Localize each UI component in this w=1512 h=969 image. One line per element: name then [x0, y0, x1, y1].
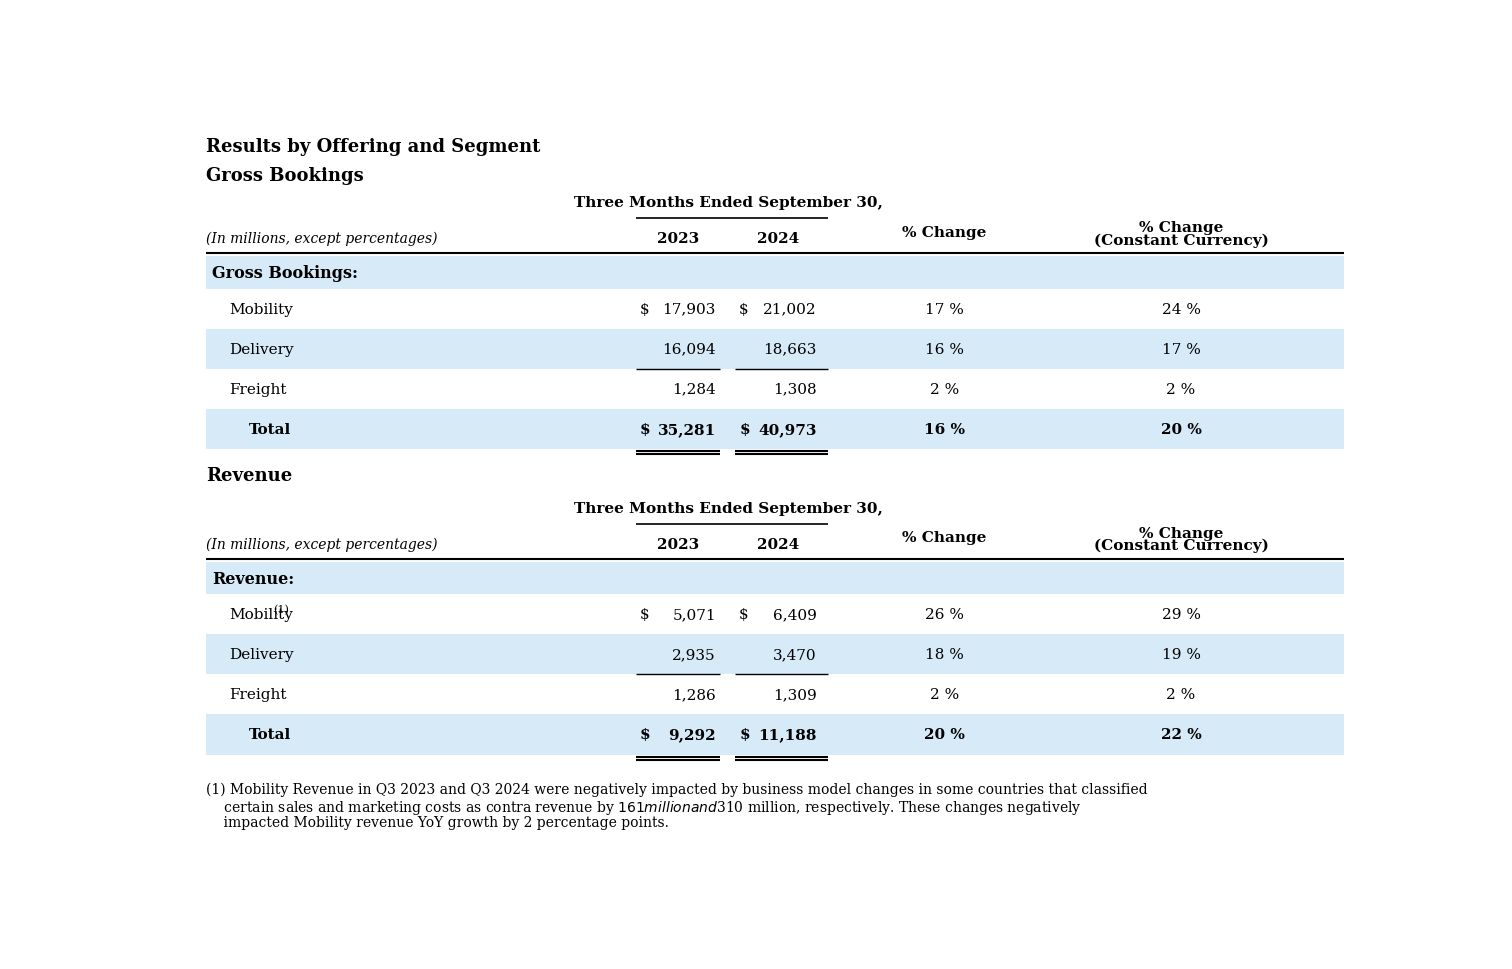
Text: % Change: % Change [1139, 526, 1223, 540]
Text: 26 %: 26 % [925, 608, 965, 622]
Text: $: $ [640, 608, 650, 622]
Text: Freight: Freight [230, 688, 287, 702]
Text: Delivery: Delivery [230, 342, 293, 357]
Bar [206, 409, 1344, 450]
Bar [206, 290, 1344, 329]
Text: 29 %: 29 % [1161, 608, 1201, 622]
Text: (In millions, except percentages): (In millions, except percentages) [206, 537, 437, 551]
Text: Freight: Freight [230, 383, 287, 396]
Text: $: $ [640, 302, 650, 316]
Text: % Change: % Change [903, 226, 987, 239]
Text: 1,286: 1,286 [673, 688, 717, 702]
Text: Delivery: Delivery [230, 647, 293, 662]
Bar [206, 715, 1344, 755]
Text: Revenue: Revenue [206, 466, 292, 484]
Text: 11,188: 11,188 [758, 728, 816, 741]
Text: (Constant Currency): (Constant Currency) [1093, 539, 1269, 552]
Bar [206, 369, 1344, 409]
Text: (In millions, except percentages): (In millions, except percentages) [206, 232, 437, 246]
Text: 1,309: 1,309 [773, 688, 816, 702]
Text: 20 %: 20 % [924, 728, 965, 741]
Text: 35,281: 35,281 [658, 422, 717, 436]
Text: $: $ [640, 422, 650, 436]
Text: 2023: 2023 [656, 537, 699, 551]
Text: Total: Total [248, 422, 290, 436]
Text: Results by Offering and Segment: Results by Offering and Segment [206, 138, 540, 156]
Text: 18,663: 18,663 [764, 342, 816, 357]
Text: 2 %: 2 % [1166, 688, 1196, 702]
Text: 5,071: 5,071 [673, 608, 717, 622]
Text: 3,470: 3,470 [773, 647, 816, 662]
Text: % Change: % Change [1139, 221, 1223, 234]
Bar [206, 329, 1344, 369]
Text: Mobility: Mobility [230, 608, 293, 622]
Text: 17 %: 17 % [1161, 342, 1201, 357]
Text: 16 %: 16 % [924, 422, 965, 436]
Bar [206, 562, 1344, 595]
Text: 9,292: 9,292 [668, 728, 717, 741]
Text: $: $ [739, 608, 748, 622]
Text: (1) Mobility Revenue in Q3 2023 and Q3 2024 were negatively impacted by business: (1) Mobility Revenue in Q3 2023 and Q3 2… [206, 782, 1148, 796]
Text: 2 %: 2 % [930, 383, 959, 396]
Text: 6,409: 6,409 [773, 608, 816, 622]
Text: $: $ [640, 728, 650, 741]
Text: $: $ [739, 728, 750, 741]
Text: 1,308: 1,308 [773, 383, 816, 396]
Text: Mobility: Mobility [230, 302, 293, 316]
Text: Three Months Ended September 30,: Three Months Ended September 30, [575, 196, 883, 210]
Text: $: $ [739, 302, 748, 316]
Text: 17 %: 17 % [925, 302, 965, 316]
Text: 2024: 2024 [758, 232, 800, 245]
Text: 2023: 2023 [656, 232, 699, 245]
Bar [206, 257, 1344, 290]
Text: $: $ [739, 422, 750, 436]
Text: 16,094: 16,094 [662, 342, 717, 357]
Text: 22 %: 22 % [1161, 728, 1202, 741]
Bar [206, 595, 1344, 635]
Text: 2 %: 2 % [930, 688, 959, 702]
Text: 21,002: 21,002 [764, 302, 816, 316]
Text: 16 %: 16 % [925, 342, 965, 357]
Text: impacted Mobility revenue YoY growth by 2 percentage points.: impacted Mobility revenue YoY growth by … [206, 816, 668, 829]
Text: Gross Bookings: Gross Bookings [206, 167, 364, 185]
Text: 17,903: 17,903 [662, 302, 717, 316]
Text: Gross Bookings:: Gross Bookings: [212, 265, 358, 282]
Text: Three Months Ended September 30,: Three Months Ended September 30, [575, 502, 883, 516]
Text: (1): (1) [274, 605, 289, 614]
Text: Total: Total [248, 728, 290, 741]
Text: certain sales and marketing costs as contra revenue by $161 million and $310 mil: certain sales and marketing costs as con… [206, 798, 1081, 817]
Text: 1,284: 1,284 [673, 383, 717, 396]
Text: 20 %: 20 % [1161, 422, 1202, 436]
Text: 18 %: 18 % [925, 647, 965, 662]
Text: 40,973: 40,973 [758, 422, 816, 436]
Text: 2 %: 2 % [1166, 383, 1196, 396]
Text: 2,935: 2,935 [673, 647, 717, 662]
Text: (Constant Currency): (Constant Currency) [1093, 233, 1269, 247]
Text: Revenue:: Revenue: [212, 570, 295, 587]
Text: 19 %: 19 % [1161, 647, 1201, 662]
Text: 2024: 2024 [758, 537, 800, 551]
Bar [206, 674, 1344, 715]
Text: % Change: % Change [903, 531, 987, 545]
Bar [206, 635, 1344, 674]
Text: 24 %: 24 % [1161, 302, 1201, 316]
